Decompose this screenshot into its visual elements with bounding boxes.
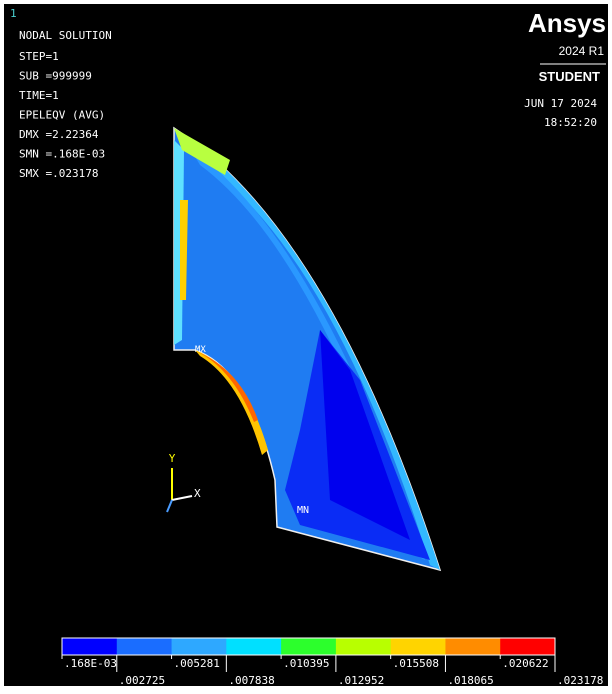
min-marker: MN <box>297 505 309 516</box>
legend-label: .010395 <box>283 657 329 670</box>
window-number: 1 <box>10 7 17 20</box>
triad-x: X <box>194 487 201 500</box>
info-line: SMX =.023178 <box>19 167 98 180</box>
info-line: SUB =999999 <box>19 70 92 83</box>
legend-label: .168E-03 <box>64 657 117 670</box>
info-line: STEP=1 <box>19 50 59 63</box>
max-marker: MX <box>195 345 206 355</box>
legend-band <box>281 638 336 655</box>
brand-name: Ansys <box>528 8 606 38</box>
info-line: TIME=1 <box>19 89 59 102</box>
legend-band <box>500 638 555 655</box>
legend-band <box>172 638 227 655</box>
legend-label: .018065 <box>447 674 493 687</box>
legend-label: .023178 <box>557 674 603 687</box>
legend-band <box>62 638 117 655</box>
legend-band <box>226 638 281 655</box>
info-line: DMX =2.22364 <box>19 128 99 141</box>
legend-label: .005281 <box>174 657 220 670</box>
date: JUN 17 2024 <box>524 97 597 110</box>
legend-label: .007838 <box>228 674 274 687</box>
time: 18:52:20 <box>544 116 597 129</box>
legend-label: .012952 <box>338 674 384 687</box>
legend-band <box>445 638 500 655</box>
info-line: SMN =.168E-03 <box>19 148 105 161</box>
info-line: NODAL SOLUTION <box>19 29 112 42</box>
legend-label: .015508 <box>393 657 439 670</box>
brand-version: 2024 R1 <box>559 44 605 58</box>
viewport: 1 NODAL SOLUTION STEP=1 SUB =999999 TIME=1 E… <box>0 0 612 690</box>
legend-label: .020622 <box>502 657 548 670</box>
info-line: EPELEQV (AVG) <box>19 109 105 122</box>
legend-band <box>336 638 391 655</box>
legend-label: .002725 <box>119 674 165 687</box>
brand-edition: STUDENT <box>539 69 600 84</box>
legend-band <box>391 638 446 655</box>
legend-band <box>117 638 172 655</box>
triad-y: Y <box>169 452 176 465</box>
